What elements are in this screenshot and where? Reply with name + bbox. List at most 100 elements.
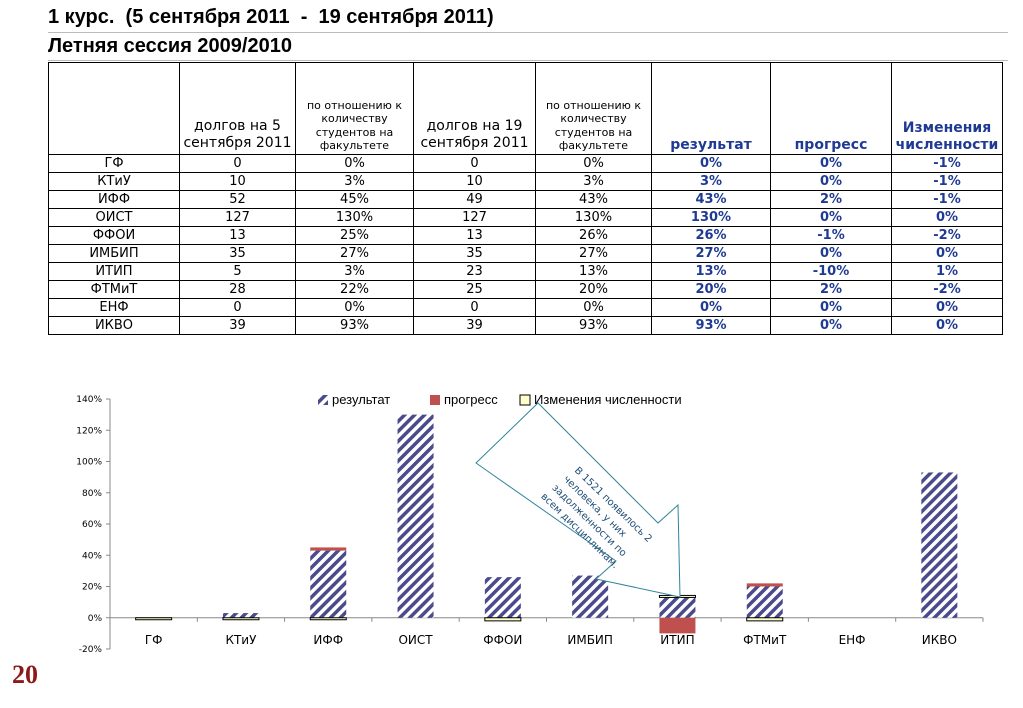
table-header-result: результат: [651, 62, 771, 155]
table-cell: 130%: [535, 208, 652, 227]
subtitle-underline: [48, 60, 1008, 61]
title-underline: [48, 32, 1008, 33]
table-cell: 3%: [651, 172, 771, 191]
table-cell: 93%: [535, 316, 652, 335]
bar-result: [921, 472, 958, 618]
slide-number: 20: [12, 660, 38, 689]
x-tick-label: ИФФ: [313, 633, 343, 647]
legend-swatch: [430, 395, 440, 405]
table-cell: 1%: [891, 262, 1003, 281]
table-cell: 0%: [891, 244, 1003, 263]
table-header-progress: прогресс: [770, 62, 892, 155]
row-faculty: ОИСТ: [48, 208, 180, 227]
table-cell: 20%: [535, 280, 652, 299]
y-tick-label: 40%: [82, 551, 102, 561]
bar-change: [309, 617, 347, 621]
y-tick-label: 80%: [82, 489, 102, 499]
table-cell: 13: [413, 226, 536, 245]
table-cell: -1%: [891, 154, 1003, 173]
bar-result: [222, 613, 259, 618]
bar-change: [222, 617, 260, 621]
table-cell: 0%: [770, 154, 892, 173]
x-tick-label: ОИСТ: [398, 633, 433, 647]
y-tick-label: 60%: [82, 520, 102, 530]
table-cell: 39: [179, 316, 296, 335]
table-cell: 39: [413, 316, 536, 335]
y-tick-label: 100%: [76, 458, 102, 468]
y-tick-label: -20%: [79, 645, 103, 653]
table-cell: 43%: [651, 190, 771, 209]
row-faculty: КТиУ: [48, 172, 180, 191]
table-cell: 2%: [770, 190, 892, 209]
table-row: ФТМиТ 28 22% 25 20% 20% 2% -2%: [48, 280, 1003, 299]
table-cell: -1%: [891, 190, 1003, 209]
table-cell: 0%: [770, 316, 892, 335]
table-body: ГФ 0 0% 0 0% 0% 0% -1% КТиУ 10 3% 10 3% 3% 0% -1% ИФФ 52 4…: [48, 154, 1003, 335]
table-cell: 0%: [535, 154, 652, 173]
table-cell: 52: [179, 190, 296, 209]
table-cell: 49: [413, 190, 536, 209]
x-tick-label: ИКВО: [922, 633, 957, 647]
table-cell: -1%: [770, 226, 892, 245]
x-tick-label: ЕНФ: [839, 633, 866, 647]
table-header-change: Изменения численности: [891, 62, 1003, 155]
x-tick-label: ФФОИ: [483, 633, 522, 647]
legend-label: Изменения численности: [534, 392, 682, 407]
table-cell: -10%: [770, 262, 892, 281]
legend-label: прогресс: [444, 392, 498, 407]
bar-result: [746, 586, 783, 618]
table-cell: 10: [179, 172, 296, 191]
table-cell: 35: [413, 244, 536, 263]
table-cell: 127: [413, 208, 536, 227]
table-cell: 93%: [651, 316, 771, 335]
page-title: 1 курс. (5 сентября 2011 - 19 сентября 2…: [48, 6, 494, 28]
bar-progress: [746, 583, 783, 587]
table-cell: 13: [179, 226, 296, 245]
table-cell: 27%: [295, 244, 414, 263]
y-tick-label: 140%: [76, 395, 102, 405]
table-cell: 130%: [651, 208, 771, 227]
table-cell: 20%: [651, 280, 771, 299]
bar-change: [484, 617, 522, 622]
table-cell: -2%: [891, 280, 1003, 299]
table-cell: 13%: [535, 262, 652, 281]
table-cell: 3%: [295, 262, 414, 281]
table-row: ИКВО 39 93% 39 93% 93% 0% 0%: [48, 316, 1003, 335]
bar-progress: [659, 617, 696, 634]
row-faculty: ИКВО: [48, 316, 180, 335]
table-header-faculty: [48, 62, 180, 155]
legend-swatch: [519, 394, 531, 406]
table-cell: 2%: [770, 280, 892, 299]
table-cell: 22%: [295, 280, 414, 299]
x-tick-label: ФТМиТ: [743, 633, 787, 647]
table-cell: 0%: [651, 154, 771, 173]
table-cell: 0%: [770, 208, 892, 227]
table-cell: 130%: [295, 208, 414, 227]
bar-change: [135, 617, 173, 621]
debt-table: долгов на 5 сентября 2011 по отношению к…: [48, 62, 1003, 335]
table-header-ratio-sep5: по отношению к количеству студентов на ф…: [295, 62, 414, 155]
page-subtitle: Летняя сессия 2009/2010: [48, 35, 292, 57]
table-cell: 0%: [651, 298, 771, 317]
table-cell: 27%: [535, 244, 652, 263]
chart: -20% 0% 20% 40% 60% 80% 100% 120% 140% ГФ КТиУ ИФФ О…: [76, 392, 984, 653]
legend-item: Изменения численности: [519, 392, 682, 407]
table-cell: 0%: [770, 244, 892, 263]
table-cell: 0%: [535, 298, 652, 317]
row-faculty: ФФОИ: [48, 226, 180, 245]
table-row: ГФ 0 0% 0 0% 0% 0% -1%: [48, 154, 1003, 173]
callout-arrow: [475, 402, 681, 598]
table-cell: 93%: [295, 316, 414, 335]
table-cell: 127: [179, 208, 296, 227]
row-faculty: ФТМиТ: [48, 280, 180, 299]
table-row: ИФФ 52 45% 49 43% 43% 2% -1%: [48, 190, 1003, 209]
table-cell: 43%: [535, 190, 652, 209]
table-cell: 0%: [891, 316, 1003, 335]
bar-result: [572, 575, 609, 618]
bar-result: [659, 597, 696, 618]
legend-item: прогресс: [430, 392, 498, 407]
table-cell: 0%: [770, 172, 892, 191]
table-cell: 0%: [891, 208, 1003, 227]
table-cell: 25: [413, 280, 536, 299]
table-row: ЕНФ 0 0% 0 0% 0% 0% 0%: [48, 298, 1003, 317]
